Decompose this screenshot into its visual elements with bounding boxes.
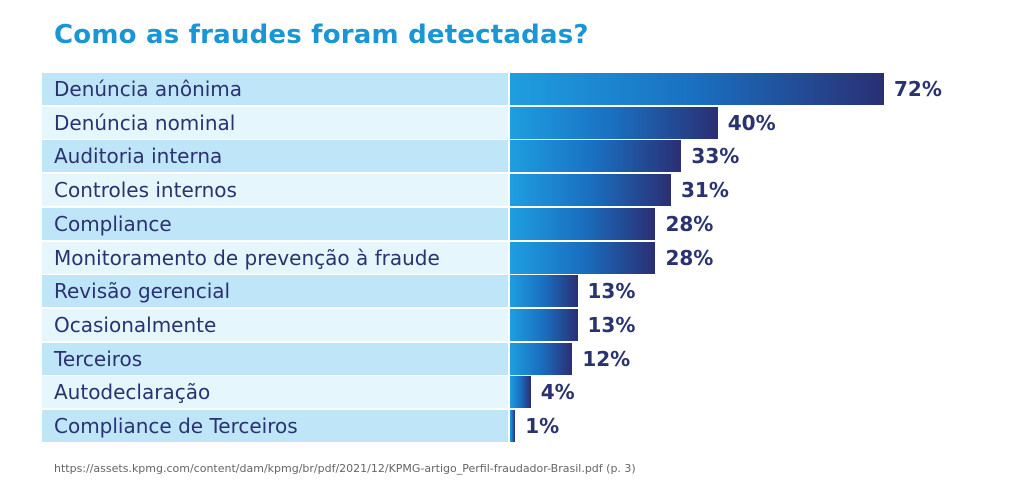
row-background — [42, 342, 508, 375]
bar — [510, 342, 573, 375]
value-label: 12% — [582, 346, 631, 371]
row-background — [42, 73, 508, 105]
row-background — [42, 275, 508, 308]
row-background — [42, 410, 508, 442]
category-label: Controles internos — [54, 178, 237, 203]
category-label: Compliance de Terceiros — [54, 414, 298, 438]
bar — [510, 106, 718, 139]
bar — [510, 275, 578, 308]
category-label: Monitoramento de prevenção à fraude — [54, 245, 440, 270]
row-background — [42, 140, 508, 173]
row-background — [42, 308, 508, 341]
bar — [510, 174, 672, 207]
bar — [510, 241, 656, 274]
value-label: 28% — [665, 245, 714, 270]
bar — [510, 73, 884, 105]
value-label: 13% — [587, 279, 636, 304]
category-label: Ocasionalmente — [54, 312, 217, 337]
source-note: https://assets.kpmg.com/content/dam/kpmg… — [54, 462, 636, 475]
row-background — [42, 241, 508, 274]
category-label: Auditoria interna — [54, 144, 223, 169]
value-label: 4% — [540, 380, 575, 405]
value-label: 40% — [727, 110, 776, 135]
category-label: Autodeclaração — [54, 380, 211, 405]
category-label: Revisão gerencial — [54, 279, 231, 304]
category-label: Denúncia nominal — [54, 110, 236, 135]
chart-title: Como as fraudes foram detectadas? — [54, 20, 589, 50]
category-label: Compliance — [54, 211, 172, 236]
bar — [510, 207, 656, 240]
value-label: 28% — [665, 211, 714, 236]
row-background — [42, 207, 508, 240]
row-background — [42, 376, 508, 409]
bar — [510, 376, 531, 409]
row-background — [42, 106, 508, 139]
value-label: 72% — [894, 77, 942, 101]
bar — [510, 410, 516, 442]
value-label: 33% — [691, 144, 740, 169]
row-background — [42, 174, 508, 207]
bar — [510, 308, 578, 341]
value-label: 31% — [681, 178, 729, 203]
value-label: 13% — [587, 312, 636, 337]
category-label: Terceiros — [54, 346, 143, 371]
bar — [510, 140, 682, 173]
category-label: Denúncia anônima — [54, 77, 243, 101]
value-label: 1% — [525, 414, 560, 438]
